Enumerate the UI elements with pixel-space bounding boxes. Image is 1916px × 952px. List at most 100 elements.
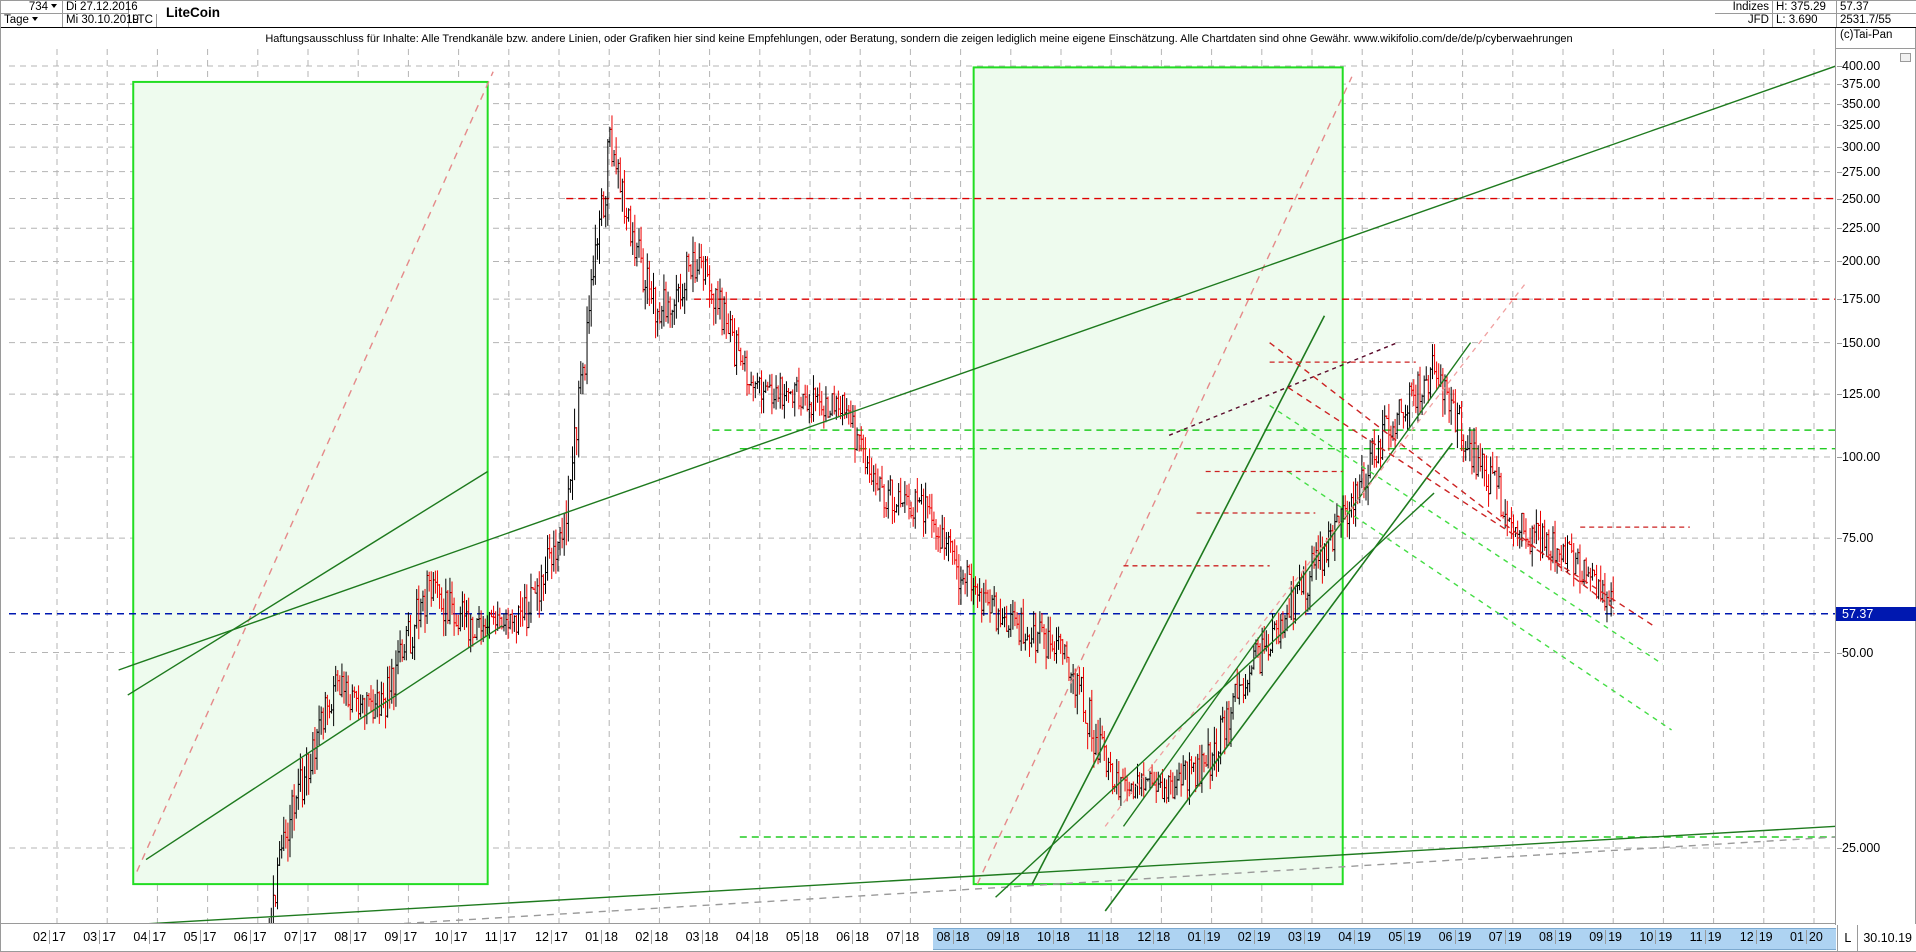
price-axis-tick: 275.00 <box>1837 165 1880 178</box>
price-axis-tick: 350.00 <box>1837 97 1880 110</box>
chevron-down-icon <box>51 4 57 9</box>
chart-plot-area[interactable] <box>9 49 1836 925</box>
tick-month: 12 <box>1739 930 1754 944</box>
time-axis-tick: 06 17 <box>234 930 267 944</box>
tick-year: 18 <box>1052 930 1070 944</box>
time-axis-tick: 06 19 <box>1439 930 1471 944</box>
time-axis-tick: 08 18 <box>936 930 969 944</box>
tick-month: 10 <box>1037 930 1051 944</box>
time-range-selection[interactable] <box>932 928 1836 950</box>
time-axis-tick: 08 19 <box>1539 930 1572 944</box>
symbol-code: LTC <box>129 14 157 27</box>
tick-month: 01 <box>1187 930 1202 944</box>
tick-month: 05 <box>183 930 198 944</box>
tick-year: 17 <box>450 930 467 944</box>
current-price-marker: 57.37 <box>1836 606 1916 621</box>
interval-dropdown[interactable]: Tage <box>1 14 63 27</box>
tick-month: 11 <box>1689 930 1703 944</box>
tick-month: 01 <box>585 930 600 944</box>
tick-year: 18 <box>1102 930 1119 944</box>
time-axis-track[interactable]: 02 17 03 17 04 17 05 17 06 17 07 17 08 17 09 17 10 17 11 17… <box>9 928 1836 950</box>
date-to: Mi 30.10.2019 <box>63 14 139 27</box>
time-axis-tick: 10 18 <box>1037 930 1070 944</box>
tick-month: 02 <box>33 930 47 944</box>
time-axis-tick: 01 19 <box>1187 930 1220 944</box>
tick-year: 20 <box>1805 930 1823 944</box>
toolbar: 734 Tage Di 27.12.2016 Mi 30.10.2019 LTC… <box>1 1 1916 28</box>
tick-year: 19 <box>1504 930 1522 944</box>
time-axis-tick: 04 18 <box>736 930 769 944</box>
price-axis[interactable]: (c)Tai-Pan 400.00 375.00 350.00 325.00 300.0… <box>1835 28 1916 925</box>
tick-year: 17 <box>400 930 417 944</box>
tick-month: 12 <box>1137 930 1152 944</box>
time-axis-tick: 05 18 <box>786 930 819 944</box>
time-axis-tick: 11 17 <box>485 930 517 944</box>
tick-month: 07 <box>1488 930 1503 944</box>
chevron-down-icon <box>31 17 38 22</box>
time-axis[interactable]: 02 17 03 17 04 17 05 17 06 17 07 17 08 17 09 17 10 17 11 17… <box>1 923 1916 951</box>
price-axis-tick: 100.00 <box>1837 451 1880 463</box>
tick-year: 18 <box>701 930 718 944</box>
tick-month: 04 <box>133 930 148 944</box>
bar-count-value: 734 <box>28 1 48 13</box>
tick-month: 02 <box>1237 930 1252 944</box>
time-axis-tick: 04 19 <box>1338 930 1371 944</box>
tick-month: 10 <box>1639 930 1654 944</box>
tick-year: 19 <box>1554 930 1572 944</box>
time-axis-tick: 09 18 <box>987 930 1020 944</box>
time-axis-tick: 10 17 <box>434 930 467 944</box>
tick-month: 09 <box>986 930 1001 944</box>
time-axis-tick: 01 18 <box>585 930 618 944</box>
tick-year: 18 <box>801 930 819 944</box>
tick-year: 17 <box>249 930 267 944</box>
cursor-date: 30.10.19 <box>1863 930 1912 945</box>
time-axis-tick: 11 18 <box>1087 930 1119 944</box>
time-axis-tick: 07 19 <box>1489 930 1522 944</box>
indices-label: Indizes <box>1715 1 1773 14</box>
time-axis-tick: 05 17 <box>183 930 216 944</box>
tick-month: 10 <box>434 930 449 944</box>
tick-year: 18 <box>1153 930 1170 944</box>
tick-month: 08 <box>334 930 349 944</box>
tick-year: 17 <box>199 930 216 944</box>
tick-year: 19 <box>1755 930 1773 944</box>
price-axis-tick: 300.00 <box>1837 141 1880 153</box>
axis-settings-button[interactable] <box>1900 53 1911 62</box>
price-axis-tick: 225.00 <box>1837 222 1880 235</box>
bar-count-dropdown[interactable]: 734 <box>1 1 63 14</box>
time-axis-tick: 12 18 <box>1137 930 1170 944</box>
tick-month: 08 <box>1539 930 1553 944</box>
time-axis-tick: 07 17 <box>284 930 317 944</box>
tick-month: 12 <box>535 930 549 944</box>
time-axis-tick: 01 20 <box>1790 930 1823 944</box>
tick-year: 19 <box>1203 930 1220 944</box>
price-axis-tick: 50.00 <box>1837 646 1873 659</box>
tick-year: 19 <box>1454 930 1471 944</box>
tick-year: 17 <box>550 930 568 944</box>
tick-year: 18 <box>902 930 919 944</box>
price-axis-tick: 325.00 <box>1837 118 1880 131</box>
time-axis-tick: 03 17 <box>83 930 116 944</box>
tick-month: 08 <box>936 930 951 944</box>
disclaimer-text: Haftungsausschluss für Inhalte: Alle Tre… <box>265 32 1573 45</box>
time-axis-tick: 02 19 <box>1238 930 1271 944</box>
tick-year: 17 <box>299 930 317 944</box>
tick-year: 19 <box>1404 930 1421 944</box>
interval-label: Tage <box>4 14 29 26</box>
tick-month: 07 <box>886 930 901 944</box>
tick-year: 18 <box>1002 930 1020 944</box>
symbol-title: LiteCoin <box>166 5 220 20</box>
tick-month: 03 <box>83 930 98 944</box>
tick-month: 02 <box>635 930 650 944</box>
tick-year: 19 <box>1605 930 1622 944</box>
status-bar: L 30.10.19 <box>1837 924 1916 951</box>
price-axis-tick: 375.00 <box>1837 78 1880 90</box>
tick-year: 19 <box>1704 930 1721 944</box>
time-axis-tick: 02 17 <box>33 930 66 944</box>
time-axis-tick: 12 19 <box>1740 930 1773 944</box>
volume-info: 2531.7/55 <box>1840 14 1892 26</box>
tick-month: 03 <box>685 930 700 944</box>
price-axis-tick: 175.00 <box>1837 293 1880 305</box>
mode-indicator[interactable]: L <box>1838 924 1859 951</box>
time-axis-tick: 09 19 <box>1589 930 1622 944</box>
